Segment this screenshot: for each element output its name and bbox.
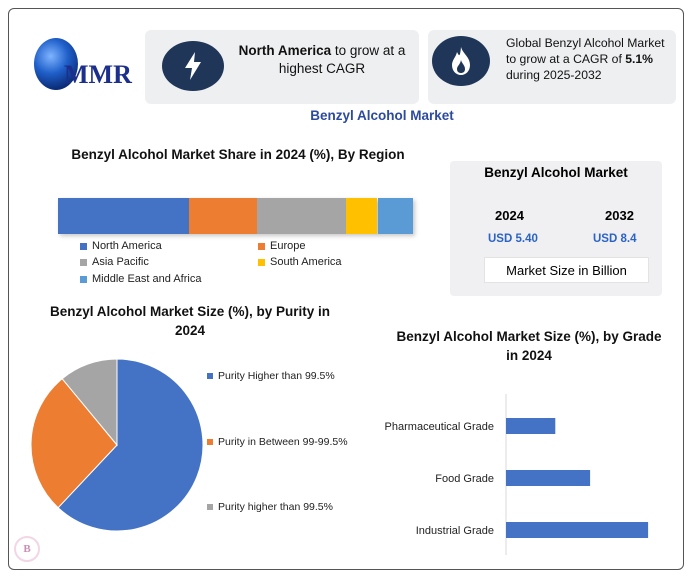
region-legend-item: South America [258, 256, 342, 268]
region-stacked-bar [58, 198, 413, 234]
market-size-unit: Market Size in Billion [484, 257, 649, 283]
purity-legend-item: Purity higher than 99.5% [207, 501, 333, 513]
region-legend-item: Europe [258, 240, 305, 252]
legend-swatch [80, 242, 87, 250]
pie-slice-3 [61, 358, 118, 447]
legend-swatch [258, 242, 265, 250]
grade-category-label: Food Grade [435, 473, 494, 485]
legend-swatch [207, 439, 213, 445]
legend-swatch [207, 504, 213, 510]
legend-label: Asia Pacific [92, 256, 149, 268]
market-size-box: Benzyl Alcohol Market 2024 USD 5.40 2032… [450, 161, 662, 296]
region-bar-segment-asia-pacific [256, 198, 346, 234]
globe-icon [34, 38, 78, 90]
mmr-logo: MMR [24, 36, 134, 96]
callout-global-cagr-text: Global Benzyl Alcohol Market to grow at … [506, 36, 665, 82]
region-legend-item: Asia Pacific [80, 256, 149, 268]
grade-category-label: Pharmaceutical Grade [385, 421, 494, 433]
grade-category-label: Industrial Grade [416, 525, 494, 537]
legend-label: North America [92, 240, 162, 252]
logo-text: MMR [64, 60, 132, 89]
purity-chart-title: Benzyl Alcohol Market Size (%), by Purit… [49, 304, 331, 338]
legend-label: South America [270, 256, 342, 268]
region-legend: North America Europe Asia Pacific South Ame… [80, 240, 410, 290]
purity-legend-item: Purity in Between 99-99.5% [207, 436, 348, 448]
legend-swatch [80, 258, 87, 266]
main-title: Benzyl Alcohol Market [310, 108, 454, 123]
region-legend-item: North America [80, 240, 162, 252]
callout-highest-cagr: North America to grow at a highest CAGR [145, 30, 419, 104]
watermark-logo: B [14, 536, 40, 562]
legend-label: Europe [270, 240, 306, 252]
pie-slice-1 [57, 358, 204, 532]
region-chart-title: Benzyl Alcohol Market Share in 2024 (%),… [71, 147, 405, 162]
legend-swatch [258, 258, 265, 266]
grade-chart-title: Benzyl Alcohol Market Size (%), by Grade… [396, 329, 662, 363]
grade-bar-industrial-grade [506, 522, 649, 538]
region-bar-segment-south-america [345, 198, 378, 234]
grade-bar-pharmaceutical-grade [506, 418, 556, 434]
lightning-icon [162, 41, 224, 91]
legend-label: Middle East and Africa [92, 273, 202, 285]
value-2032: USD 8.4 [593, 233, 637, 245]
legend-swatch [80, 275, 87, 283]
pie-slice-2 [30, 378, 118, 509]
purity-pie-chart [30, 358, 204, 532]
legend-label: Purity higher than 99.5% [218, 501, 333, 513]
region-legend-item: Middle East and Africa [80, 273, 201, 285]
grade-bar-chart: Pharmaceutical Grade Food Grade Industrial… [385, 394, 649, 555]
callout-highest-cagr-text: North America to grow at a highest CAGR [238, 43, 406, 76]
region-bar-segment-north-america [58, 198, 190, 234]
region-bar-segment-europe [189, 198, 257, 234]
grade-bar-food-grade [506, 470, 591, 486]
flame-icon [432, 36, 490, 86]
region-bar-segment-middle-east-and-africa [377, 198, 413, 234]
market-box-title: Benzyl Alcohol Market [484, 165, 628, 180]
value-2024: USD 5.40 [488, 233, 538, 245]
year-2032: 2032 [605, 208, 634, 223]
legend-label: Purity Higher than 99.5% [218, 370, 335, 382]
callout-global-cagr: Global Benzyl Alcohol Market to grow at … [428, 30, 676, 104]
legend-swatch [207, 373, 213, 379]
year-2024: 2024 [495, 208, 524, 223]
purity-legend-item: Purity Higher than 99.5% [207, 370, 335, 382]
legend-label: Purity in Between 99-99.5% [218, 436, 348, 448]
